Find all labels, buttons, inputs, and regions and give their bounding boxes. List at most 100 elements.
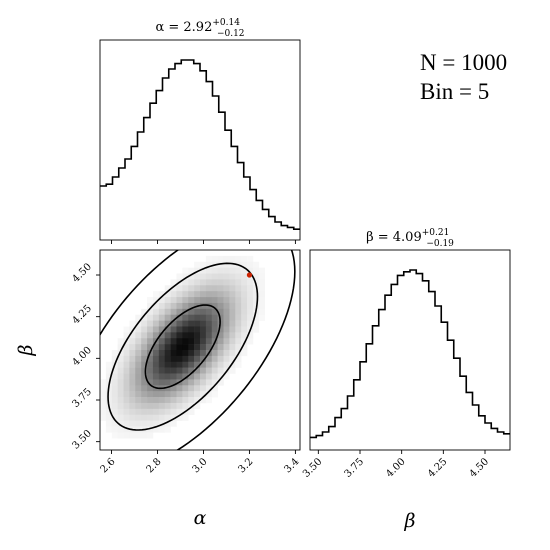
density-cell-370	[200, 344, 207, 351]
density-cell-277	[176, 402, 183, 410]
density-cell-310	[188, 291, 195, 298]
density-cell-238	[170, 326, 177, 333]
density-cell-58	[123, 367, 130, 374]
density-cell-118	[141, 350, 148, 357]
density-cell-110	[135, 432, 142, 439]
density-cell-105	[135, 402, 142, 410]
density-cell-68	[123, 426, 130, 433]
density-cell-237	[170, 320, 177, 327]
density-cell-526	[241, 344, 248, 351]
density-cell-443	[217, 338, 224, 345]
density-cell-221	[164, 379, 171, 386]
density-cell-494	[235, 267, 242, 274]
density-cell-336	[194, 291, 201, 298]
density-cell-158	[152, 297, 160, 304]
density-cell-341	[194, 320, 201, 327]
density-cell-239	[170, 332, 177, 339]
density-cell-258	[176, 291, 183, 298]
density-cell-293	[182, 344, 189, 351]
density-cell-308	[188, 279, 195, 286]
alpha-title-sup: +0.14	[212, 18, 240, 28]
density-cell-530	[247, 267, 254, 274]
density-cell-278	[176, 408, 183, 415]
density-cell-511	[241, 255, 248, 263]
density-cell-457	[223, 291, 230, 298]
density-cell-6	[100, 414, 107, 421]
density-cell-478	[229, 291, 236, 298]
beta-x-tick-label-3: 4.25	[426, 456, 450, 480]
density-cell-402	[205, 385, 213, 392]
density-cell-483	[229, 320, 236, 327]
density-cell-557	[258, 279, 265, 286]
density-cell-0	[100, 379, 107, 386]
alpha-title-sub: −0.12	[217, 29, 245, 39]
density-cell-37	[117, 355, 124, 363]
density-cell-97	[135, 355, 142, 363]
density-cell-309	[188, 285, 195, 292]
joint-y-tick-label-4: 4.50	[70, 261, 94, 285]
density-cell-122	[141, 373, 148, 380]
density-cell-468	[223, 355, 230, 363]
density-cell-222	[164, 385, 171, 392]
density-cell-522	[241, 320, 248, 327]
density-cell-176	[152, 402, 160, 410]
density-cell-323	[188, 367, 195, 374]
density-cell-151	[147, 402, 154, 410]
density-cell-363	[200, 302, 207, 310]
density-cell-184	[158, 308, 165, 315]
density-cell-491	[229, 367, 236, 374]
density-cell-89	[129, 432, 136, 439]
joint-x-tick-label-3: 3.2	[237, 456, 256, 475]
density-cell-383	[205, 273, 213, 280]
density-cell-155	[147, 426, 154, 433]
density-cell-255	[176, 273, 183, 280]
density-cell-75	[129, 350, 136, 357]
alpha-histogram-panel: α = 2.92+0.14 −0.12	[99, 18, 301, 244]
density-cell-183	[158, 302, 165, 310]
density-cell-205	[164, 285, 171, 292]
density-cell-375	[200, 373, 207, 380]
density-cell-104	[135, 397, 142, 404]
density-cell-331	[194, 261, 201, 268]
density-cell-400	[205, 373, 213, 380]
density-cell-204	[158, 426, 165, 433]
density-cell-533	[247, 285, 254, 292]
density-cell-384	[205, 279, 213, 286]
density-cell-512	[241, 261, 248, 268]
density-cell-80	[129, 379, 136, 386]
joint-density-panel: 2.6 2.8 3.0 3.2 3.4 3.50 3.75 4.00 4.25 4.50 α β	[15, 249, 302, 529]
density-cell-469	[223, 361, 230, 368]
density-cell-500	[235, 302, 242, 310]
density-cell-389	[205, 308, 213, 315]
density-cell-227	[164, 414, 171, 421]
density-cell-1	[100, 385, 107, 392]
density-cell-280	[182, 267, 189, 274]
density-cell-95	[135, 344, 142, 351]
density-cell-164	[152, 332, 160, 339]
density-cell-234	[170, 302, 177, 310]
density-cell-535	[247, 297, 254, 304]
density-cell-480	[229, 302, 236, 310]
density-cell-329	[188, 402, 195, 410]
density-cell-154	[147, 420, 154, 427]
density-cell-302	[182, 397, 189, 404]
density-cell-327	[188, 391, 195, 398]
density-cell-536	[247, 302, 254, 310]
density-cell-394	[205, 338, 213, 345]
density-cell-56	[123, 355, 130, 363]
density-cell-454	[223, 273, 230, 280]
density-cell-215	[164, 344, 171, 351]
density-cell-174	[152, 391, 160, 398]
density-cell-560	[258, 297, 265, 304]
density-cell-262	[176, 314, 183, 321]
density-cell-499	[235, 297, 242, 304]
density-cell-528	[247, 255, 254, 263]
density-cell-424	[211, 367, 218, 374]
density-cell-28	[111, 402, 118, 410]
density-cell-76	[129, 355, 136, 363]
density-cell-472	[229, 255, 236, 263]
density-cell-172	[152, 379, 160, 386]
density-cell-248	[170, 385, 177, 392]
density-cell-92	[135, 326, 142, 333]
density-cells	[100, 255, 265, 439]
